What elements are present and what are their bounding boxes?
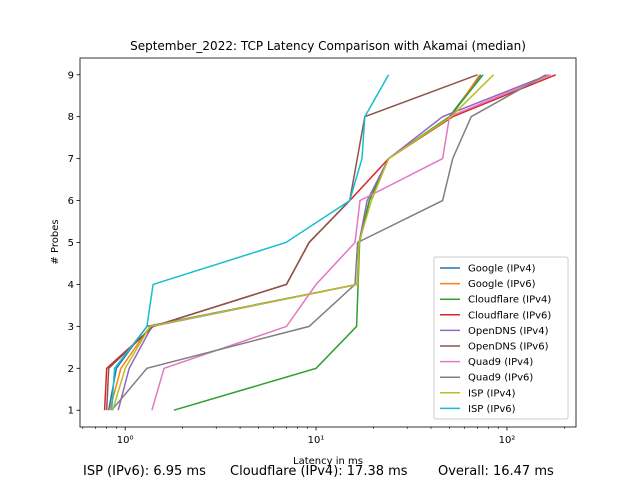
series-line-isp-ipv6 xyxy=(110,74,390,411)
legend: Google (IPv4) Google (IPv6) Cloudflare (IP… xyxy=(433,256,569,420)
legend-entry: Google (IPv6) xyxy=(468,279,536,290)
series-line-isp-ipv4 xyxy=(111,74,495,411)
y-tick-label: 7 xyxy=(68,154,74,165)
legend-entry: OpenDNS (IPv6) xyxy=(468,342,549,353)
x-tick-label: 10¹ xyxy=(308,435,325,446)
x-axis-label: Latency in ms xyxy=(293,456,363,467)
y-tick-label: 5 xyxy=(68,238,74,249)
series-line-google-ipv6 xyxy=(108,74,481,411)
y-tick-label: 8 xyxy=(68,112,74,123)
y-tick-label: 3 xyxy=(68,322,74,333)
legend-entry: Google (IPv4) xyxy=(468,264,536,275)
y-tick-label: 2 xyxy=(68,364,74,375)
series-line-quad9-ipv4 xyxy=(151,74,552,411)
legend-entry: Quad9 (IPv4) xyxy=(468,357,533,368)
series-line-google-ipv4 xyxy=(107,74,482,411)
series-line-opendns-ipv6 xyxy=(105,74,478,411)
y-tick-label: 4 xyxy=(68,280,74,291)
legend-box xyxy=(433,256,569,420)
y-tick-label: 1 xyxy=(68,406,74,417)
y-axis: 1 2 3 4 5 6 7 8 9 xyxy=(68,70,80,417)
y-axis-label: # Probes xyxy=(50,219,61,264)
legend-entry: OpenDNS (IPv4) xyxy=(468,326,549,337)
y-tick-label: 6 xyxy=(68,196,74,207)
y-tick-label: 9 xyxy=(68,70,74,81)
series-line-quad9-ipv6 xyxy=(111,74,547,411)
legend-entry: ISP (IPv6) xyxy=(468,404,516,415)
plot-area xyxy=(103,74,556,411)
chart-title: September_2022: TCP Latency Comparison w… xyxy=(130,39,526,53)
footer-cloudflare-ipv4: Cloudflare (IPv4): 17.38 ms xyxy=(230,464,408,479)
legend-entry: Cloudflare (IPv6) xyxy=(468,310,551,321)
x-axis: 10⁰ 10¹ 10² xyxy=(82,427,565,446)
x-tick-label: 10² xyxy=(499,435,516,446)
legend-entry: ISP (IPv4) xyxy=(468,388,516,399)
summary-footer: ISP (IPv6): 6.95 ms Cloudflare (IPv4): 1… xyxy=(0,464,640,482)
x-tick-label: 10⁰ xyxy=(117,435,134,446)
footer-overall: Overall: 16.47 ms xyxy=(438,464,554,479)
legend-entry: Cloudflare (IPv4) xyxy=(468,295,551,306)
legend-entry: Quad9 (IPv6) xyxy=(468,373,533,384)
footer-isp-ipv6: ISP (IPv6): 6.95 ms xyxy=(83,464,206,479)
